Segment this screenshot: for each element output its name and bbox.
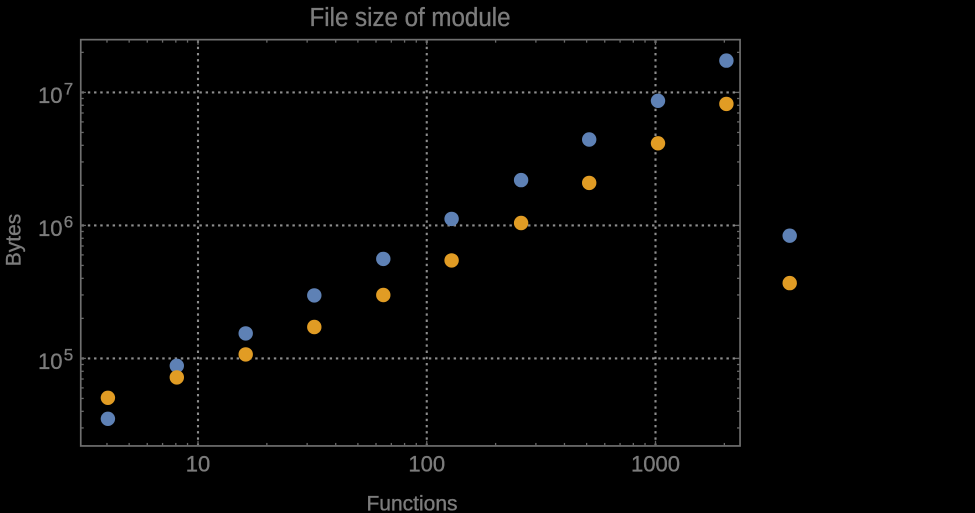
svg-text:10: 10: [38, 83, 62, 108]
svg-text:File size of module: File size of module: [310, 4, 511, 32]
svg-text:100: 100: [408, 452, 445, 477]
svg-text:10: 10: [38, 349, 62, 374]
svg-text:6: 6: [64, 213, 73, 232]
svg-text:5: 5: [64, 346, 73, 365]
svg-text:7: 7: [64, 80, 73, 99]
svg-text:10: 10: [38, 216, 62, 241]
svg-text:Functions: Functions: [366, 493, 457, 513]
svg-text:1000: 1000: [631, 452, 680, 477]
svg-text:10: 10: [186, 452, 210, 477]
svg-text:Bytes: Bytes: [3, 214, 26, 267]
